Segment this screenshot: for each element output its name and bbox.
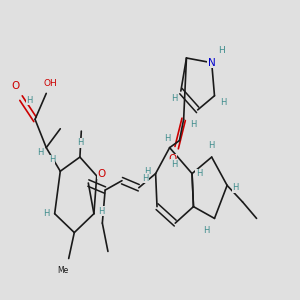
Text: H: H <box>232 183 239 192</box>
Text: H: H <box>142 174 149 183</box>
Text: Me: Me <box>58 266 69 275</box>
Text: H: H <box>43 209 50 218</box>
Text: H: H <box>77 138 83 147</box>
Text: H: H <box>98 207 104 216</box>
Text: H: H <box>171 94 177 103</box>
Text: H: H <box>144 167 150 176</box>
Text: H: H <box>171 160 177 169</box>
Text: O: O <box>168 154 177 164</box>
Text: H: H <box>203 226 209 235</box>
Text: H: H <box>208 141 215 150</box>
Text: H: H <box>49 155 55 164</box>
Text: H: H <box>218 46 225 56</box>
Text: OH: OH <box>44 80 57 88</box>
Text: O: O <box>11 81 20 91</box>
Text: O: O <box>98 169 106 178</box>
Text: H: H <box>38 148 44 157</box>
Text: H: H <box>164 134 170 143</box>
Text: H: H <box>26 96 33 105</box>
Text: H: H <box>220 98 226 107</box>
Text: H: H <box>190 120 196 129</box>
Text: N: N <box>208 58 216 68</box>
Text: H: H <box>196 169 202 178</box>
